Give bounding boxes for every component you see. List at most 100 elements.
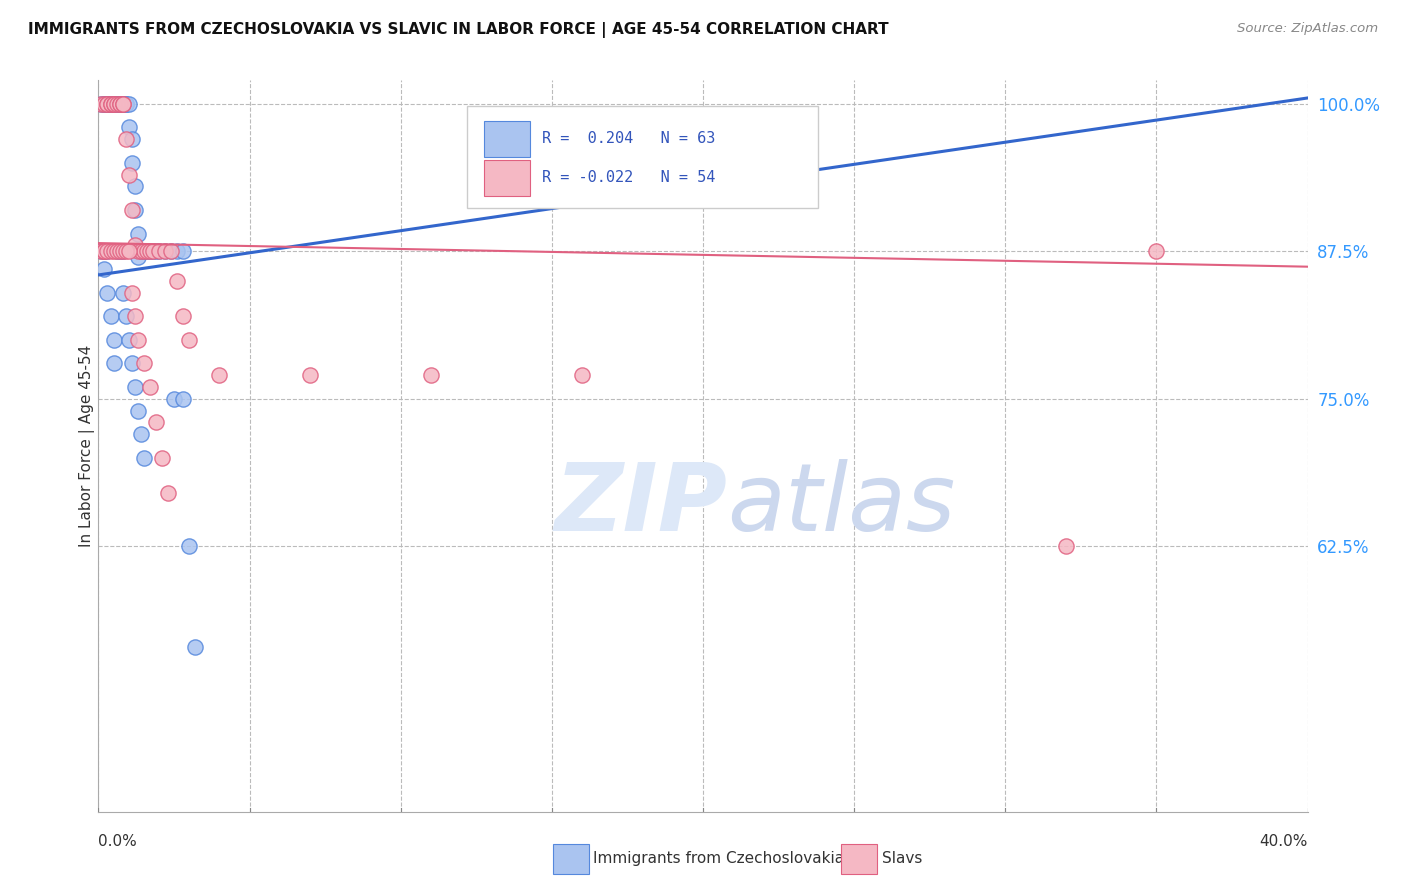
- Point: [93, 96, 115, 111]
- FancyBboxPatch shape: [467, 106, 818, 209]
- Point: [96, 96, 118, 111]
- Point: [127, 250, 149, 264]
- Point: [172, 244, 194, 259]
- Point: [121, 132, 143, 146]
- Point: [108, 96, 131, 111]
- Point: [100, 96, 122, 111]
- Point: [166, 244, 188, 259]
- Point: [148, 244, 170, 259]
- Point: [105, 244, 128, 259]
- Point: [1054, 539, 1077, 553]
- Point: [108, 96, 131, 111]
- Point: [420, 368, 443, 383]
- Point: [153, 244, 176, 259]
- Point: [139, 380, 162, 394]
- Point: [118, 96, 141, 111]
- Text: Slavs: Slavs: [882, 852, 922, 866]
- Point: [163, 392, 186, 406]
- Text: atlas: atlas: [727, 459, 956, 550]
- Point: [121, 356, 143, 370]
- Point: [108, 96, 131, 111]
- Point: [96, 285, 118, 300]
- Point: [132, 356, 155, 370]
- Point: [105, 96, 128, 111]
- Text: 0.0%: 0.0%: [98, 834, 138, 849]
- Point: [153, 244, 176, 259]
- Point: [142, 244, 165, 259]
- Point: [96, 96, 118, 111]
- Point: [145, 416, 167, 430]
- Point: [108, 96, 131, 111]
- Point: [139, 244, 162, 259]
- Point: [100, 96, 122, 111]
- Point: [93, 96, 115, 111]
- Point: [179, 539, 201, 553]
- Point: [127, 403, 149, 417]
- Point: [129, 244, 152, 259]
- Point: [172, 310, 194, 324]
- Point: [127, 244, 149, 259]
- Point: [1144, 244, 1167, 259]
- Point: [105, 96, 128, 111]
- Point: [111, 96, 134, 111]
- FancyBboxPatch shape: [484, 160, 530, 196]
- Point: [96, 244, 118, 259]
- Point: [160, 244, 183, 259]
- Point: [103, 96, 125, 111]
- Point: [100, 96, 122, 111]
- Text: 40.0%: 40.0%: [1260, 834, 1308, 849]
- Point: [103, 356, 125, 370]
- Point: [90, 244, 112, 259]
- Point: [103, 333, 125, 347]
- Point: [93, 244, 115, 259]
- Point: [135, 244, 157, 259]
- Point: [103, 96, 125, 111]
- Text: Source: ZipAtlas.com: Source: ZipAtlas.com: [1237, 22, 1378, 36]
- Text: ZIP: ZIP: [554, 458, 727, 550]
- Point: [90, 244, 112, 259]
- Point: [111, 96, 134, 111]
- Point: [150, 450, 173, 465]
- Point: [93, 244, 115, 259]
- Point: [111, 96, 134, 111]
- Point: [124, 238, 146, 252]
- Point: [148, 244, 170, 259]
- Point: [93, 96, 115, 111]
- Point: [108, 96, 131, 111]
- Point: [96, 244, 118, 259]
- Point: [114, 132, 136, 146]
- Point: [105, 96, 128, 111]
- Point: [127, 227, 149, 241]
- Point: [100, 310, 122, 324]
- Point: [100, 96, 122, 111]
- Point: [103, 96, 125, 111]
- Point: [139, 244, 162, 259]
- Point: [160, 244, 183, 259]
- Point: [179, 333, 201, 347]
- Point: [114, 244, 136, 259]
- Point: [127, 333, 149, 347]
- Point: [114, 96, 136, 111]
- Point: [100, 96, 122, 111]
- Point: [114, 96, 136, 111]
- Point: [124, 179, 146, 194]
- Text: Immigrants from Czechoslovakia: Immigrants from Czechoslovakia: [593, 852, 845, 866]
- Point: [90, 96, 112, 111]
- Point: [111, 96, 134, 111]
- Point: [118, 333, 141, 347]
- Point: [96, 96, 118, 111]
- Text: R = -0.022   N = 54: R = -0.022 N = 54: [543, 170, 716, 185]
- Point: [100, 244, 122, 259]
- Point: [121, 285, 143, 300]
- Point: [114, 310, 136, 324]
- Point: [103, 244, 125, 259]
- Text: IMMIGRANTS FROM CZECHOSLOVAKIA VS SLAVIC IN LABOR FORCE | AGE 45-54 CORRELATION : IMMIGRANTS FROM CZECHOSLOVAKIA VS SLAVIC…: [28, 22, 889, 38]
- Point: [129, 427, 152, 442]
- Point: [121, 156, 143, 170]
- Y-axis label: In Labor Force | Age 45-54: In Labor Force | Age 45-54: [79, 345, 96, 547]
- Point: [111, 244, 134, 259]
- Point: [93, 262, 115, 277]
- Point: [118, 244, 141, 259]
- Point: [172, 392, 194, 406]
- Point: [111, 244, 134, 259]
